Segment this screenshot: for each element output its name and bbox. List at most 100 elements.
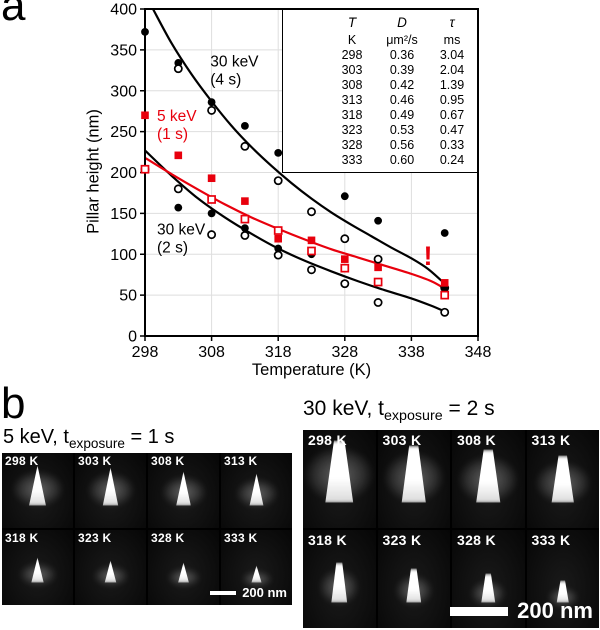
table-unit: K — [347, 33, 357, 47]
pillar-shape — [406, 568, 422, 603]
table-cell: 3.04 — [439, 48, 465, 62]
x-axis-title: Temperature (K) — [251, 361, 372, 379]
sem-image-333-k: 333 K — [526, 530, 599, 628]
x-tick-label: 348 — [465, 344, 492, 361]
data-point-circle — [374, 216, 382, 225]
data-point-circle — [207, 98, 216, 107]
series-label: (2 s) — [157, 240, 188, 257]
sem-image-308-k: 308 K — [452, 430, 525, 528]
data-point-circle — [273, 176, 283, 186]
scale-bar-line — [450, 606, 509, 616]
y-tick-label: 250 — [110, 124, 137, 141]
data-point-circle — [274, 148, 283, 157]
sem-title-5kev-suffix: = 1 s — [124, 426, 175, 448]
exclamation-annotation: ! — [424, 241, 433, 271]
pillar-shape — [551, 455, 574, 503]
sem-image-318-k: 318 K — [2, 530, 73, 605]
data-point-circle — [340, 234, 350, 244]
table-unit: ms — [443, 33, 461, 47]
y-tick-label: 200 — [110, 165, 137, 182]
data-point-circle — [241, 122, 249, 130]
pillar-shape — [251, 565, 262, 583]
x-tick-label: 338 — [398, 344, 425, 361]
data-point-circle — [340, 192, 349, 201]
temperature-label: 328 K — [151, 531, 185, 545]
pillar-shape — [556, 580, 569, 603]
data-point-square — [307, 236, 316, 245]
scale-bar: 200 nm — [210, 585, 287, 600]
data-point-circle — [240, 141, 250, 151]
sem-title-30kev-subscript: exposure — [383, 408, 443, 425]
data-point-square — [341, 255, 349, 263]
series-label: (1 s) — [157, 126, 188, 143]
data-point-square — [440, 290, 450, 300]
x-tick-label: 298 — [132, 344, 159, 361]
sem-image-308-k: 308 K — [148, 453, 219, 528]
data-point-circle — [174, 203, 183, 212]
table-cell: 333 — [341, 153, 363, 167]
y-tick-label: 300 — [110, 83, 137, 100]
temperature-label: 323 K — [382, 532, 422, 548]
y-tick-label: 100 — [110, 247, 137, 264]
x-tick-label: 308 — [198, 344, 225, 361]
temperature-label: 308 K — [457, 432, 496, 448]
temperature-label: 318 K — [5, 531, 39, 545]
pillar-shape — [104, 560, 117, 583]
data-point-circle — [207, 209, 216, 218]
table-cell: 0.39 — [389, 63, 415, 77]
temperature-label: 333 K — [531, 532, 571, 548]
data-point-square — [207, 195, 216, 204]
table-cell: 0.67 — [439, 108, 465, 122]
temperature-label: 323 K — [78, 531, 112, 545]
fit-curve — [144, 149, 446, 313]
data-point-circle — [340, 279, 350, 289]
sem-image-298-k: 298 K — [303, 430, 376, 528]
table-unit: μm²/s — [386, 33, 418, 47]
sem-image-303-k: 303 K — [75, 453, 146, 528]
fit-curve — [144, 156, 446, 290]
data-point-square — [207, 174, 216, 183]
data-point-square — [240, 214, 250, 224]
table-header: D — [397, 15, 407, 30]
temperature-label: 308 K — [151, 454, 185, 468]
temperature-label: 318 K — [308, 532, 347, 548]
data-point-circle — [241, 224, 249, 232]
sem-title-30kev-suffix: = 2 s — [442, 397, 495, 420]
data-point-square — [307, 246, 316, 256]
data-point-square — [340, 263, 350, 273]
sem-grid-30kev: 200 nm 298 K 303 K 308 K 313 K 318 K 323 K 328… — [303, 430, 599, 628]
scale-bar-line — [210, 590, 237, 595]
table-cell: 0.42 — [389, 78, 415, 92]
data-point-square — [274, 234, 282, 243]
data-point-square — [374, 263, 382, 272]
table-cell: 0.95 — [439, 93, 465, 107]
table-header: τ — [449, 15, 455, 30]
data-point-circle — [307, 207, 316, 217]
scale-bar-label: 200 nm — [242, 585, 287, 600]
fit-curve — [152, 8, 446, 285]
table-cell: 1.39 — [439, 78, 465, 92]
data-point-circle — [274, 244, 283, 253]
temperature-label: 313 K — [224, 454, 258, 468]
data-point-square — [440, 279, 449, 287]
temperature-label: 298 K — [5, 454, 39, 468]
y-tick-label: 50 — [119, 288, 137, 305]
table-cell: 0.24 — [439, 153, 465, 167]
table-cell: 0.53 — [389, 123, 415, 137]
series-label: 30 keV — [210, 53, 259, 70]
table-cell: 0.49 — [389, 108, 415, 122]
table-cell: 2.04 — [439, 63, 465, 77]
y-tick-label: 400 — [110, 2, 137, 19]
series-label: 5 keV — [157, 108, 197, 125]
scale-bar: 200 nm — [450, 598, 593, 624]
data-point-circle — [440, 307, 450, 317]
pillar-shape — [331, 562, 348, 603]
panel-b-label: b — [1, 379, 26, 428]
table-cell: 298 — [341, 48, 363, 62]
table-cell: 0.33 — [439, 138, 465, 152]
sem-image-298-k: 298 K — [2, 453, 73, 528]
data-point-circle — [173, 64, 183, 74]
table-cell: 0.47 — [439, 123, 465, 137]
table-cell: 323 — [341, 123, 363, 137]
